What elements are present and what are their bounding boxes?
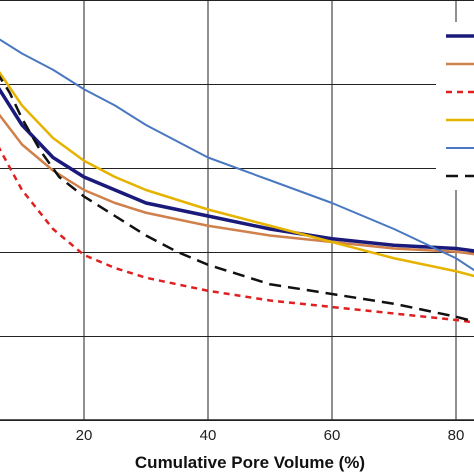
series-line-6 [0, 75, 474, 323]
x-tick-label-60: 60 [324, 427, 341, 444]
grid-lines [0, 0, 474, 421]
series-line-5 [0, 38, 474, 272]
x-tick-labels: 20 40 60 80 [76, 427, 465, 444]
legend-box [436, 22, 474, 190]
x-tick-label-80: 80 [448, 427, 465, 444]
series-line-3 [0, 147, 474, 324]
series-line-4 [0, 70, 474, 278]
x-tick-label-40: 40 [200, 427, 217, 444]
series-line-1 [0, 87, 474, 253]
x-axis-label: Cumulative Pore Volume (%) [135, 453, 365, 472]
plot-area [0, 0, 474, 420]
series-line-2 [0, 113, 474, 256]
x-tick-label-20: 20 [76, 427, 93, 444]
series-layer [0, 38, 474, 324]
legend [436, 22, 474, 190]
